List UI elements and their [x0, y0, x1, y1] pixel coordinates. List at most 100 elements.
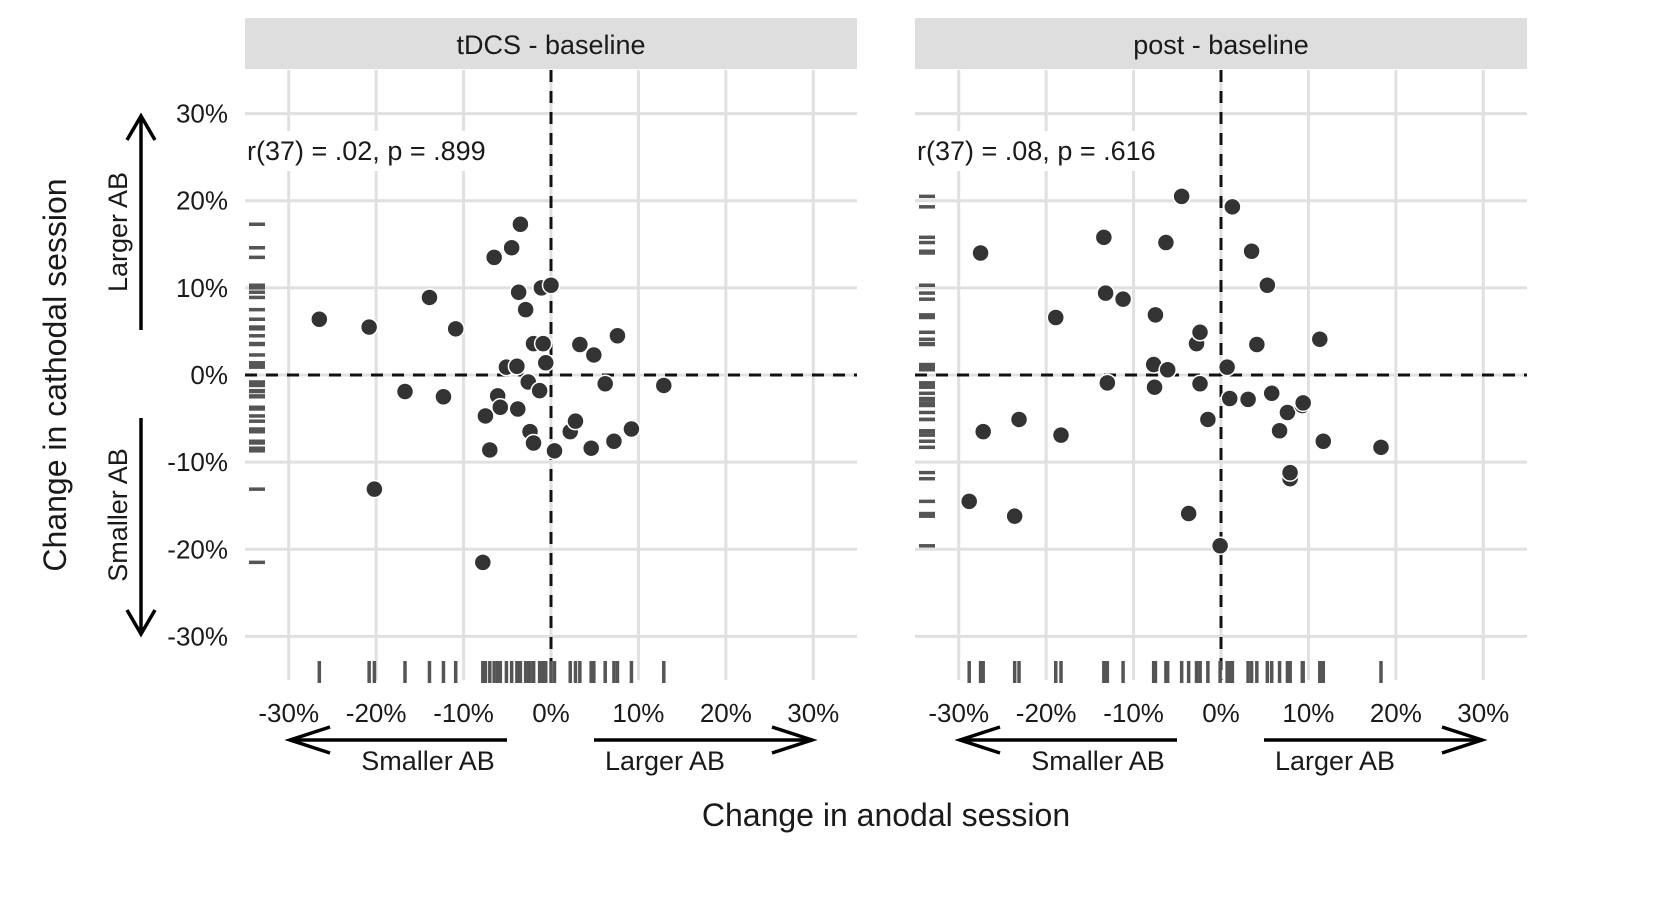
data-point [581, 438, 601, 458]
data-point [1098, 373, 1117, 393]
data-point [1371, 438, 1391, 457]
x-tick-label: 30% [1457, 698, 1509, 728]
data-point [484, 248, 504, 267]
data-point [530, 381, 549, 400]
data-point [1262, 384, 1281, 403]
data-point [1158, 360, 1177, 380]
data-point [1190, 374, 1210, 393]
y-tick-label: -10% [167, 447, 228, 477]
y-axis-title: Change in cathodal session [37, 178, 73, 571]
data-point [533, 334, 553, 353]
x-tick-label: -20% [346, 698, 407, 728]
data-point [1190, 323, 1210, 342]
data-point [1145, 377, 1164, 397]
x-tick-label: 20% [700, 698, 752, 728]
data-point [1280, 463, 1300, 482]
y-tick-label: 30% [176, 99, 228, 129]
panel-post-baseline: post - baseline -30% -20% -10% 0% 10% 20% 30% … [912, 18, 1527, 728]
data-points [959, 187, 1391, 556]
data-point [1198, 410, 1218, 429]
data-point [608, 326, 627, 346]
y-up-arrowhead-icon [125, 112, 157, 141]
facet-title: post - baseline [1133, 30, 1309, 60]
data-point [1096, 283, 1115, 303]
x-tick-label: 0% [1202, 698, 1240, 728]
x-negative-direction-label: Smaller AB [361, 746, 495, 776]
data-point [1009, 410, 1029, 429]
data-point [1046, 308, 1066, 327]
x-tick-label: 30% [787, 698, 839, 728]
x-negative-direction-label: Smaller AB [1031, 746, 1165, 776]
x-left-arrowhead-icon [954, 725, 1001, 755]
data-point [310, 309, 329, 329]
data-point [1146, 305, 1165, 325]
data-point [1223, 197, 1242, 217]
y-tick-label: 20% [176, 186, 228, 216]
y-down-arrowhead-icon [125, 609, 157, 638]
data-point [1242, 242, 1261, 261]
data-point [1217, 357, 1237, 377]
data-point [536, 353, 556, 373]
data-point [1293, 393, 1313, 413]
data-point [604, 431, 624, 451]
data-point [973, 422, 993, 441]
data-point [491, 397, 510, 417]
data-point [959, 492, 979, 511]
data-point [584, 345, 604, 365]
annotation-background [242, 131, 534, 171]
facet-title: tDCS - baseline [456, 30, 645, 60]
data-point [446, 319, 465, 339]
data-point [473, 553, 493, 572]
data-point [1051, 425, 1071, 445]
rug-marks [919, 194, 1383, 683]
x-right-arrowhead-icon [1441, 725, 1488, 755]
data-point [1238, 390, 1258, 409]
data-point [502, 238, 521, 258]
x-positive-direction-label: Larger AB [1275, 746, 1395, 776]
data-point [1220, 389, 1239, 408]
data-point [1005, 506, 1024, 526]
data-point [511, 214, 530, 234]
x-axis-title: Change in anodal session [702, 797, 1070, 833]
data-point [508, 399, 528, 419]
y-positive-direction-label: Larger AB [103, 172, 133, 292]
annotation-background [912, 131, 1204, 171]
x-tick-label: -30% [928, 698, 989, 728]
x-direction-indicators-panel-2: Smaller AB Larger AB [954, 725, 1488, 776]
y-tick-label: -20% [167, 534, 228, 564]
data-point [434, 387, 453, 407]
data-point [1179, 504, 1198, 523]
data-point [420, 288, 439, 307]
correlation-annotation: r(37) = .02, p = .899 [247, 136, 486, 166]
data-point [1278, 403, 1297, 422]
data-point [1270, 421, 1289, 441]
y-tick-label: 10% [176, 273, 228, 303]
data-point [1094, 228, 1114, 247]
data-point [570, 335, 590, 354]
x-tick-labels: -30% -20% -10% 0% 10% 20% 30% [258, 698, 839, 728]
data-point [566, 411, 585, 431]
x-tick-label: 10% [612, 698, 664, 728]
x-tick-label: -20% [1016, 698, 1077, 728]
data-point [1314, 431, 1333, 451]
panel-tdcs-baseline: tDCS - baseline -30% -20% -10% 0% 10% 20% 30% … [167, 18, 857, 728]
data-point [395, 382, 415, 401]
data-point [1258, 275, 1277, 295]
x-tick-label: 10% [1282, 698, 1334, 728]
correlation-annotation: r(37) = .08, p = .616 [917, 136, 1156, 166]
y-negative-direction-label: Smaller AB [103, 448, 133, 582]
x-direction-indicators-panel-1: Smaller AB Larger AB [284, 725, 818, 776]
y-direction-indicators: Larger AB Smaller AB [103, 112, 157, 638]
data-point [1310, 330, 1330, 349]
data-point [516, 300, 535, 319]
data-point [476, 406, 495, 426]
y-tick-label: 0% [190, 360, 228, 390]
x-left-arrowhead-icon [284, 725, 331, 755]
reference-lines [915, 70, 1527, 680]
x-positive-direction-label: Larger AB [605, 746, 725, 776]
data-points [310, 214, 674, 572]
data-point [1210, 536, 1230, 556]
x-tick-label: 20% [1370, 698, 1422, 728]
y-tick-label: -30% [167, 621, 228, 651]
facet-strip [915, 18, 1527, 69]
